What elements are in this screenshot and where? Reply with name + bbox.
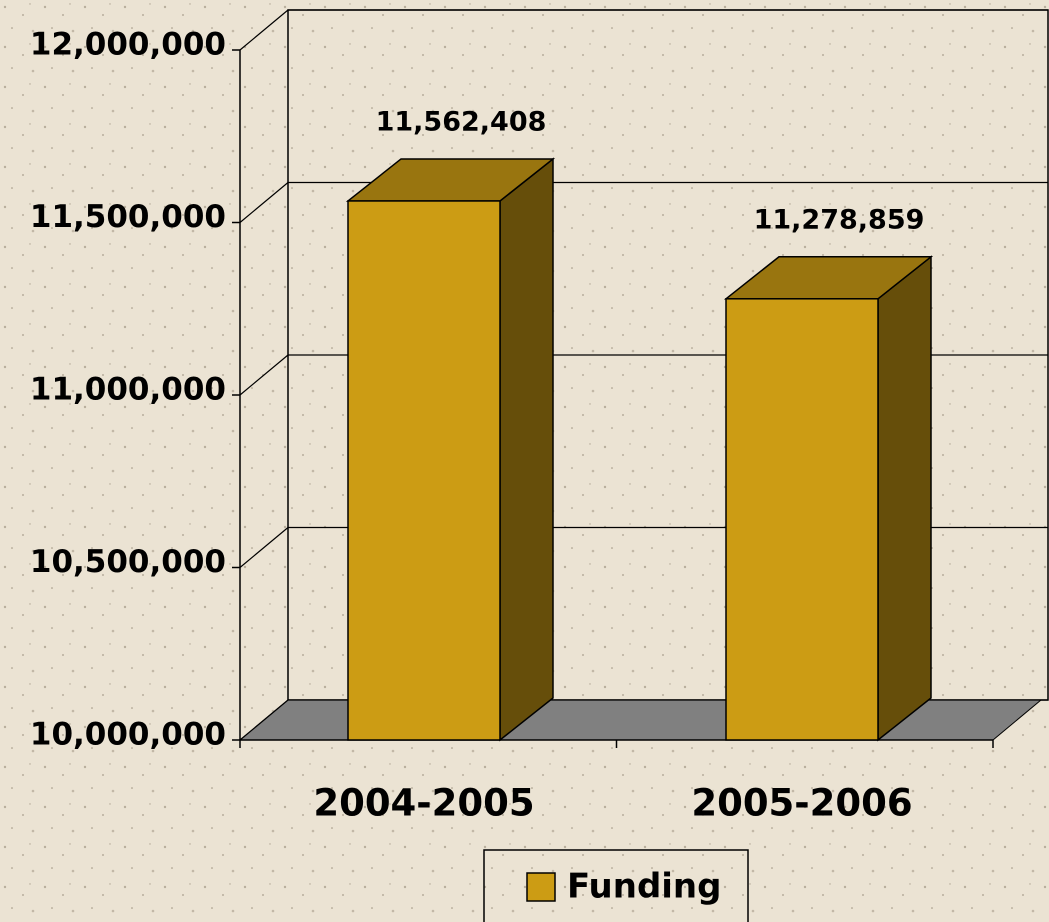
y-tick-label: 12,000,000 xyxy=(30,27,226,63)
x-tick-label: 2005-2006 xyxy=(691,782,912,825)
y-tick-label: 11,500,000 xyxy=(30,199,226,235)
y-tick-label: 10,000,000 xyxy=(30,717,226,753)
bar-side xyxy=(499,157,554,742)
value-label: 11,562,408 xyxy=(376,106,547,137)
y-tick-label: 11,000,000 xyxy=(30,372,226,408)
legend-swatch xyxy=(526,872,556,902)
y-tick-label: 10,500,000 xyxy=(30,544,226,580)
bar xyxy=(723,255,934,742)
bar-front xyxy=(725,298,879,741)
value-label: 11,278,859 xyxy=(754,204,925,235)
x-tick-label: 2004-2005 xyxy=(313,782,534,825)
grid-line xyxy=(239,9,1048,51)
grid-line xyxy=(239,181,1048,223)
bar-side xyxy=(877,255,932,742)
bar xyxy=(345,157,556,742)
bar-front xyxy=(347,200,501,741)
legend-label: Funding xyxy=(567,867,721,907)
